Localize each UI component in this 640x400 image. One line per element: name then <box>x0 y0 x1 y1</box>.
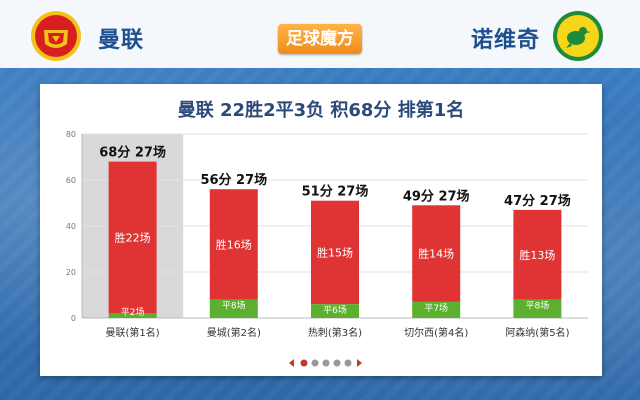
bar-win-label: 胜15场 <box>317 245 353 259</box>
bar-win-label: 胜14场 <box>418 247 454 261</box>
bar-top-label: 51分 27场 <box>302 184 369 200</box>
pager-dot[interactable] <box>311 359 319 367</box>
carousel-pager[interactable] <box>288 358 368 368</box>
y-tick-label: 80 <box>66 130 76 139</box>
x-tick-label: 阿森纳(第5名) <box>505 326 569 339</box>
bar-win-segment <box>108 161 157 314</box>
manchester-united-crest-icon <box>31 11 81 61</box>
prev-arrow-icon[interactable] <box>289 359 294 367</box>
x-tick-label: 热刺(第3名) <box>308 326 362 339</box>
bar-draw-label: 平6场 <box>323 305 347 316</box>
bar-top-label: 68分 27场 <box>99 145 166 161</box>
bar-top-label: 47分 27场 <box>504 193 571 209</box>
pager-dot[interactable] <box>333 359 341 367</box>
y-tick-label: 0 <box>71 314 76 323</box>
bar-draw-segment <box>513 299 562 318</box>
bar-top-label: 49分 27场 <box>403 188 470 204</box>
bar-win-segment <box>209 189 258 300</box>
pager-dot[interactable] <box>344 359 352 367</box>
bar-win-label: 胜13场 <box>519 248 555 262</box>
pager-dot[interactable] <box>300 359 308 367</box>
bar-top-label: 56分 27场 <box>200 172 267 188</box>
bar-draw-label: 平8场 <box>526 301 550 312</box>
bar-draw-label: 平2场 <box>121 307 145 318</box>
bar-draw-segment <box>311 304 359 318</box>
bar-win-segment <box>311 200 359 305</box>
y-tick-label: 60 <box>66 176 76 185</box>
bar-win-segment <box>412 205 461 302</box>
x-tick-label: 曼城(第2名) <box>207 326 261 339</box>
bar-win-label: 胜22场 <box>115 231 151 245</box>
bar-win-segment <box>513 209 562 300</box>
y-tick-label: 40 <box>66 222 76 231</box>
away-team-name: 诺维奇 <box>470 28 540 53</box>
bar-draw-label: 平7场 <box>424 303 448 314</box>
home-team-name: 曼联 <box>98 28 145 53</box>
norwich-city-crest-icon <box>553 11 603 61</box>
y-tick-label: 20 <box>66 268 76 277</box>
chart-title: 曼联 22胜2平3负 积68分 排第1名 <box>177 100 465 121</box>
bar-draw-segment <box>209 299 258 318</box>
pager-dot[interactable] <box>322 359 330 367</box>
bar-draw-label: 平8场 <box>222 301 246 312</box>
x-tick-label: 曼联(第1名) <box>106 326 160 339</box>
match-header: 曼联 足球魔方 诺维奇 <box>0 0 640 68</box>
bar-draw-segment <box>108 313 157 318</box>
next-arrow-icon[interactable] <box>357 359 362 367</box>
x-tick-label: 切尔西(第4名) <box>404 326 468 339</box>
brand-logo: 足球魔方 <box>278 24 362 54</box>
bar-draw-segment <box>412 301 461 318</box>
bar-win-label: 胜16场 <box>216 237 252 251</box>
